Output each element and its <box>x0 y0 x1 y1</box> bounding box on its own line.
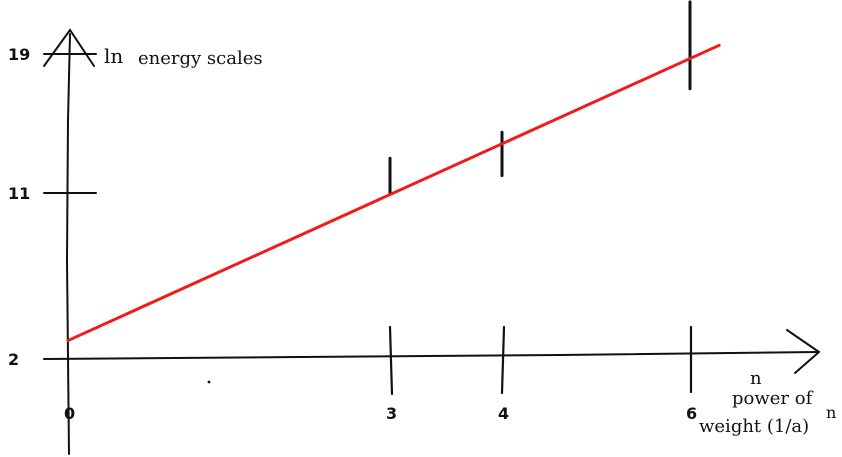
stray-dot <box>207 380 211 384</box>
axes <box>43 28 821 455</box>
series-line <box>66 43 721 343</box>
x-tick-mark <box>500 325 506 395</box>
y-axis-line <box>65 33 71 455</box>
x-axis-arrow <box>786 329 821 374</box>
ylabel-text: energy scales <box>138 48 263 69</box>
x-tick-label: 0 <box>64 404 75 423</box>
ylabel-ln: ln <box>104 44 123 68</box>
x-tick-label: 6 <box>686 404 697 423</box>
xlabel-line1: power of <box>732 388 814 409</box>
x-ticks: 0 3 4 6 <box>64 325 697 423</box>
x-tick-label: 3 <box>386 404 397 423</box>
x-tick-mark <box>388 325 394 396</box>
x-axis-line <box>43 351 819 360</box>
y-tick-label: 19 <box>8 45 30 64</box>
series-group <box>66 43 721 343</box>
x-tick-label: 4 <box>498 404 509 423</box>
error-marks <box>388 0 692 195</box>
xlabel-top-n: n <box>750 368 762 389</box>
y-tick-label: 11 <box>8 184 30 203</box>
y-tick-label: 2 <box>8 350 19 369</box>
xlabel-line2: weight (1/a) <box>699 416 809 437</box>
xlabel-line2-sup: n <box>826 403 836 422</box>
y-ticks: 2 11 19 <box>8 45 97 369</box>
